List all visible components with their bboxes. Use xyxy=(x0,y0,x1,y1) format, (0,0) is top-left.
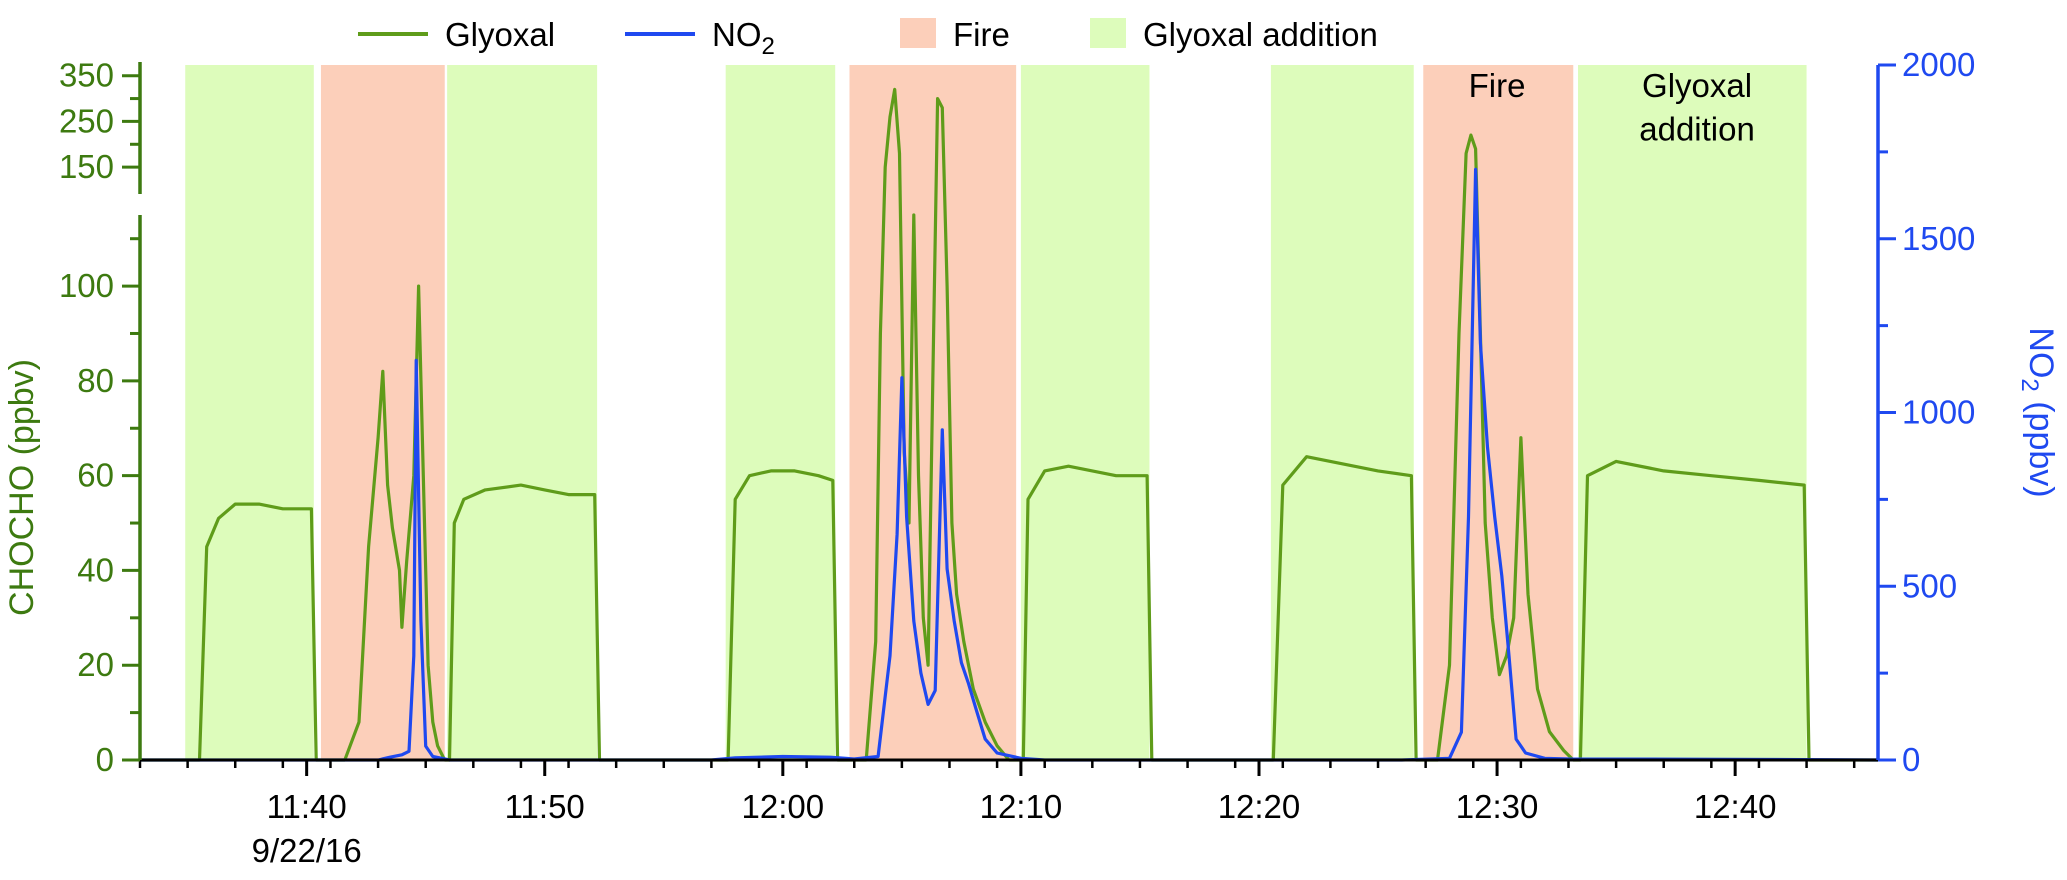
glyoxal-addition-period-1 xyxy=(185,65,314,760)
y-left-upper-tick-label: 350 xyxy=(59,57,114,94)
glyoxal-addition-period-9 xyxy=(1578,65,1807,760)
legend-swatch-3 xyxy=(1090,18,1126,48)
annotation-3: addition xyxy=(1639,110,1755,147)
x-tick-label: 11:40 xyxy=(267,788,347,825)
legend-label-2: Fire xyxy=(953,16,1010,53)
y-left-upper-tick-label: 250 xyxy=(59,102,114,139)
axes: 11:40 11:50 12:00 12:10 12:20 12:30 12:40 9/22/… xyxy=(3,46,2060,869)
legend: Glyoxal NO2 Fire Glyoxal addition xyxy=(358,16,1378,60)
fire-period-2 xyxy=(320,65,445,760)
series-line-no2 xyxy=(140,167,1879,762)
x-tick-label: 12:10 xyxy=(980,788,1063,825)
chart-annotations: Fire Glyoxal addition xyxy=(1469,67,1755,147)
glyoxal-addition-period-3 xyxy=(447,65,598,760)
y-left-tick-label: 20 xyxy=(77,646,114,683)
fire-period-8 xyxy=(1423,65,1574,760)
glyoxal-addition-period-7 xyxy=(1270,65,1414,760)
x-tick-label: 11:50 xyxy=(505,788,585,825)
y-left-tick-label: 40 xyxy=(77,551,114,588)
annotation-1: Fire xyxy=(1469,67,1526,104)
legend-label-3: Glyoxal addition xyxy=(1143,16,1378,53)
y-right-tick-label: 1500 xyxy=(1902,220,1975,257)
x-tick-label: 12:40 xyxy=(1694,788,1777,825)
y-right-tick-label: 500 xyxy=(1902,567,1957,604)
y-left-tick-label: 100 xyxy=(59,267,114,304)
y-right-tick-label: 2000 xyxy=(1902,46,1975,83)
y-left-upper-tick-label: 150 xyxy=(59,148,114,185)
x-tick-label: 12:30 xyxy=(1456,788,1539,825)
y-right-tick-label: 0 xyxy=(1902,741,1920,778)
glyoxal-addition-period-4 xyxy=(725,65,836,760)
y-left-axis-title: CHOCHO (ppbv) xyxy=(3,359,41,616)
legend-swatch-2 xyxy=(900,18,936,48)
y-right-tick-label: 1000 xyxy=(1902,394,1975,431)
annotation-2: Glyoxal xyxy=(1642,67,1752,104)
y-left-tick-label: 0 xyxy=(96,741,114,778)
x-tick-label: 12:20 xyxy=(1218,788,1301,825)
data-series xyxy=(139,87,1879,762)
y-right-axis-title: NO2 (ppbv) xyxy=(2016,327,2060,497)
series-line-glyoxal xyxy=(140,87,1878,762)
legend-label-0: Glyoxal xyxy=(445,16,555,53)
legend-label-1: NO2 xyxy=(712,16,775,60)
date-label: 9/22/16 xyxy=(252,832,362,869)
glyoxal-addition-period-6 xyxy=(1020,65,1150,760)
y-left-tick-label: 60 xyxy=(77,457,114,494)
x-tick-label: 12:00 xyxy=(742,788,825,825)
y-left-tick-label: 80 xyxy=(77,362,114,399)
